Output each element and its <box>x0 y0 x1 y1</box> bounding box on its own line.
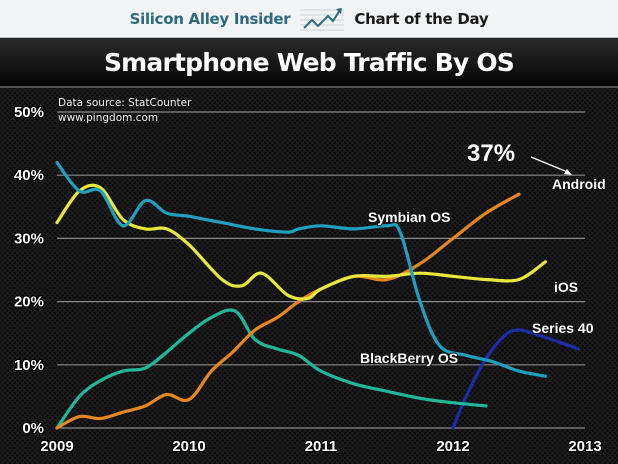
y-tick-label: 40% <box>14 167 44 184</box>
y-tick-label: 20% <box>14 294 44 311</box>
y-tick-label: 30% <box>14 230 44 247</box>
series-line-android <box>55 192 521 430</box>
series-label-ios: iOS <box>554 279 578 295</box>
header-banner: Silicon Alley Insider Chart of the Day <box>0 0 618 38</box>
annotation-value: 37% <box>467 140 515 167</box>
chart-title: Smartphone Web Traffic By OS <box>103 47 515 77</box>
series-line-ios <box>55 183 547 301</box>
series-label-blackberry-os: BlackBerry OS <box>360 350 458 366</box>
series-label-android: Android <box>552 176 606 192</box>
series-line-symbian-os <box>55 161 547 378</box>
y-tick-label: 10% <box>14 357 44 374</box>
brand-name: Silicon Alley Insider <box>129 9 291 28</box>
source-line-1: Data source: StatCounter <box>58 97 192 109</box>
series-line-series-40 <box>451 328 580 430</box>
x-tick-label: 2013 <box>568 438 601 455</box>
y-axis-ticks: 0% 10% 20% 30% 40% 50% <box>13 103 45 438</box>
x-axis-ticks: 2009 2010 2011 2012 2013 <box>39 437 602 456</box>
x-tick-label: 2009 <box>40 438 73 455</box>
series-line-blackberry-os <box>55 308 488 430</box>
series-label-series-40: Series 40 <box>532 320 594 336</box>
section-name: Chart of the Day <box>354 9 489 28</box>
gridlines <box>57 111 585 429</box>
title-bar: Smartphone Web Traffic By OS <box>0 38 618 88</box>
y-tick-label: 50% <box>14 104 44 121</box>
rising-line-chart-icon <box>300 7 345 30</box>
series-lines <box>55 161 580 430</box>
plot-background <box>0 88 618 464</box>
series-labels: Symbian OS iOS Android BlackBerry OS Series … <box>359 175 607 367</box>
x-tick-label: 2010 <box>172 438 205 455</box>
x-tick-label: 2011 <box>305 438 338 455</box>
series-label-symbian-os: Symbian OS <box>368 209 450 225</box>
x-tick-label: 2012 <box>436 438 469 455</box>
source-line-2: www.pingdom.com <box>58 112 158 124</box>
annotation-arrow <box>530 156 572 175</box>
y-tick-label: 0% <box>22 420 44 437</box>
